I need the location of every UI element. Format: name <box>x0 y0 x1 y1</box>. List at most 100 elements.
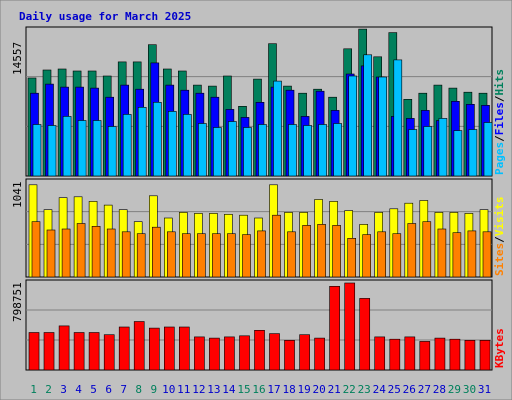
bar-pages-day-4 <box>77 120 87 177</box>
bar-pages-day-27 <box>423 126 433 177</box>
bar-sites-day-23 <box>362 234 372 278</box>
bar-kbytes-day-31 <box>479 339 491 371</box>
day-label-22: 22 <box>343 383 356 396</box>
bar-kbytes-day-5 <box>88 332 100 371</box>
bar-sites-day-13 <box>212 233 221 278</box>
bar-sites-day-18 <box>287 231 296 278</box>
day-label-9: 9 <box>150 383 157 396</box>
day-label-6: 6 <box>105 383 112 396</box>
bar-pages-day-1 <box>32 124 42 177</box>
bar-pages-day-24 <box>378 76 388 177</box>
day-label-28: 28 <box>433 383 446 396</box>
bar-sites-day-22 <box>347 238 357 278</box>
bar-kbytes-day-18 <box>284 339 295 371</box>
day-label-17: 17 <box>267 383 280 396</box>
bar-kbytes-day-13 <box>209 337 220 371</box>
bar-pages-day-19 <box>303 125 312 177</box>
bar-kbytes-day-9 <box>149 327 160 371</box>
bar-sites-day-31 <box>482 231 492 278</box>
day-label-26: 26 <box>403 383 416 396</box>
bar-pages-day-17 <box>273 80 282 177</box>
legend-kbytes: KBytes <box>493 328 506 368</box>
bar-kbytes-day-20 <box>314 337 325 371</box>
hits-ymax-label: 14557 <box>11 42 24 75</box>
day-label-23: 23 <box>358 383 371 396</box>
bar-sites-day-17 <box>272 214 281 278</box>
panel-2 <box>25 178 493 278</box>
bar-kbytes-day-24 <box>374 336 386 371</box>
bar-sites-day-24 <box>377 231 387 278</box>
bar-kbytes-day-29 <box>449 338 461 371</box>
legend-hits: Hits <box>493 69 506 96</box>
bar-kbytes-day-30 <box>464 339 476 371</box>
day-label-10: 10 <box>162 383 175 396</box>
legend-panel-3: KBytes <box>493 328 506 368</box>
bar-pages-day-13 <box>213 127 222 177</box>
bar-pages-day-16 <box>258 124 267 177</box>
bar-pages-day-31 <box>483 122 493 177</box>
x-axis-day-labels: 1 2 3 4 5 6 7 8 9 10 11 12 13 14 15 16 17 18 19 20 21 22 23 24 2… <box>30 383 491 396</box>
bar-sites-day-15 <box>242 234 251 278</box>
bar-pages-day-7 <box>122 114 132 177</box>
day-label-30: 30 <box>463 383 476 396</box>
bar-sites-day-10 <box>167 231 176 278</box>
bar-sites-day-11 <box>182 233 191 278</box>
bar-kbytes-day-25 <box>389 338 401 371</box>
bar-pages-day-22 <box>348 75 358 177</box>
bar-kbytes-day-6 <box>103 334 115 371</box>
day-label-14: 14 <box>222 383 236 396</box>
bar-kbytes-day-19 <box>299 334 310 371</box>
bar-pages-day-12 <box>198 123 207 177</box>
day-label-1: 1 <box>30 383 37 396</box>
day-label-16: 16 <box>252 383 265 396</box>
bar-sites-day-27 <box>422 221 432 278</box>
day-label-21: 21 <box>328 383 341 396</box>
bar-sites-day-29 <box>452 232 462 278</box>
bar-sites-day-3 <box>61 228 71 278</box>
day-label-8: 8 <box>135 383 142 396</box>
day-label-25: 25 <box>388 383 401 396</box>
bar-sites-day-2 <box>46 229 56 278</box>
bar-sites-day-21 <box>332 225 341 278</box>
bar-sites-day-4 <box>76 223 86 278</box>
y-axis-max-labels: 14557 1041 798751 <box>11 42 24 322</box>
bar-pages-day-3 <box>62 116 72 177</box>
bar-sites-day-5 <box>91 226 101 278</box>
bar-sites-day-28 <box>437 228 447 278</box>
bar-sites-day-1 <box>31 221 41 278</box>
bar-pages-day-29 <box>453 130 463 177</box>
legend-pages: Pages <box>493 142 506 175</box>
bar-kbytes-day-10 <box>164 326 175 371</box>
day-label-20: 20 <box>312 383 325 396</box>
bar-kbytes-day-22 <box>344 282 356 371</box>
bar-kbytes-day-8 <box>133 321 145 371</box>
day-label-2: 2 <box>45 383 52 396</box>
day-label-18: 18 <box>282 383 295 396</box>
bar-kbytes-day-11 <box>179 326 190 371</box>
bar-kbytes-day-7 <box>118 326 130 371</box>
bar-pages-day-8 <box>137 107 147 177</box>
kbytes-ymax-label: 798751 <box>11 282 24 322</box>
day-label-13: 13 <box>207 383 220 396</box>
day-label-3: 3 <box>60 383 67 396</box>
bar-pages-day-15 <box>243 127 252 177</box>
bar-kbytes-day-16 <box>254 329 265 371</box>
legend-panel-1: Pages/Files/Hits <box>493 69 506 175</box>
bar-kbytes-day-4 <box>73 332 85 371</box>
bar-kbytes-day-14 <box>224 336 235 371</box>
bar-pages-day-14 <box>228 121 237 177</box>
visits-ymax-label: 1041 <box>11 182 24 209</box>
day-label-29: 29 <box>448 383 461 396</box>
bar-pages-day-5 <box>92 120 102 177</box>
bar-pages-day-20 <box>318 124 327 177</box>
day-label-31: 31 <box>478 383 491 396</box>
legend-panel-2: Sites/Visits <box>493 197 506 277</box>
bar-kbytes-day-21 <box>329 285 340 371</box>
bar-pages-day-11 <box>183 114 192 177</box>
bar-kbytes-day-28 <box>434 337 446 371</box>
bar-pages-day-26 <box>408 129 418 177</box>
bar-kbytes-day-23 <box>359 298 371 371</box>
bar-sites-day-25 <box>392 233 402 278</box>
bar-kbytes-day-15 <box>239 335 250 371</box>
